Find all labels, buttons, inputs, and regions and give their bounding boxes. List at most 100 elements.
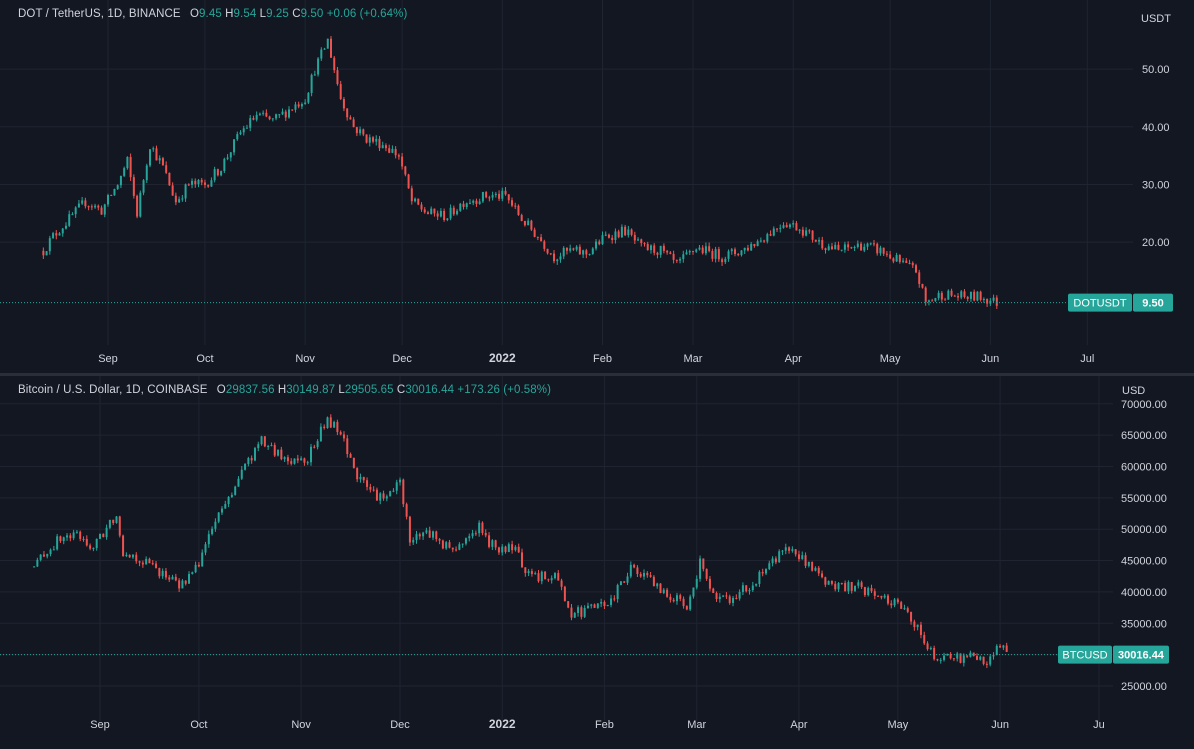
btc-candle-body	[900, 602, 903, 609]
dot-candle-body	[330, 38, 333, 58]
dot-candle-body	[375, 138, 378, 142]
btc-candle-body	[346, 438, 349, 455]
dot-candle-body	[898, 255, 901, 262]
btc-candle-body	[310, 446, 313, 463]
dot-candle-body	[924, 287, 927, 302]
dot-candle-body	[394, 149, 397, 156]
dot-candle-body	[239, 132, 242, 135]
dot-candle-body	[262, 112, 265, 114]
btc-candle-body	[511, 544, 514, 551]
btc-ticker-badge	[1058, 645, 1112, 664]
btc-candle-body	[145, 558, 148, 565]
btc-candle-body	[204, 544, 207, 553]
dot-candle-body	[132, 177, 135, 196]
btc-x-tick-label: May	[887, 719, 908, 731]
btc-candle-body	[623, 581, 626, 583]
btc-candle-body	[705, 568, 708, 579]
btc-candle-body	[151, 563, 154, 565]
btc-candle-body	[880, 595, 883, 598]
dot-candle-body	[695, 249, 698, 252]
dot-chart-pane[interactable]: Sep Oct Nov Dec 2022 Feb Mar Apr May Jun Jul 20.00 3…	[0, 0, 1194, 373]
btc-y-tick-label: 35000.00	[1121, 618, 1167, 630]
btc-candle-body	[441, 540, 444, 549]
btc-candle-body	[583, 607, 586, 617]
btc-candle-body	[919, 624, 922, 635]
btc-candle-body	[428, 530, 431, 538]
dot-candle-body	[249, 118, 252, 128]
btc-candle-body	[929, 647, 932, 650]
btc-candle-body	[105, 527, 108, 538]
dot-open-label: O	[189, 8, 200, 20]
btc-close-value: 30016.44	[405, 384, 455, 396]
btc-candle-body	[250, 458, 253, 461]
pane-separator[interactable]	[0, 373, 1194, 376]
dot-candle-body	[362, 129, 365, 135]
btc-candle-body	[936, 659, 939, 661]
dot-candle-body	[397, 155, 400, 157]
btc-candle-body	[389, 491, 392, 497]
btc-x-tick-label: 2022	[489, 717, 516, 731]
btc-candlestick-chart[interactable]: Sep Oct Nov Dec 2022 Feb Mar Apr May Jun Ju 25000.0…	[0, 376, 1194, 749]
dot-candle-body	[840, 249, 843, 251]
dot-candle-body	[517, 205, 520, 216]
dot-candle-body	[533, 229, 536, 237]
dot-candle-body	[342, 99, 345, 109]
dot-candle-body	[439, 210, 442, 217]
btc-candle-body	[333, 421, 336, 428]
btc-candle-body	[379, 493, 382, 501]
dot-candle-body	[995, 297, 998, 306]
dot-candle-body	[426, 212, 429, 215]
btc-candle-body	[372, 489, 375, 491]
btc-candle-body	[778, 551, 781, 563]
btc-candle-body	[431, 531, 434, 538]
dot-candle-body	[45, 251, 48, 256]
btc-candle-body	[168, 577, 171, 580]
dot-candle-body	[578, 246, 581, 255]
dot-candle-body	[94, 205, 97, 208]
btc-candle-body	[349, 454, 352, 458]
btc-candle-body	[962, 655, 965, 663]
dot-candle-body	[501, 190, 504, 199]
btc-y-tick-label: 60000.00	[1121, 461, 1167, 473]
dot-candle-body	[100, 207, 103, 215]
btc-candle-body	[46, 554, 49, 557]
btc-candle-body	[633, 564, 636, 568]
dot-candle-body	[779, 227, 782, 229]
dot-candle-body	[384, 145, 387, 149]
btc-candle-body	[985, 663, 988, 665]
dot-candlestick-chart[interactable]: Sep Oct Nov Dec 2022 Feb Mar Apr May Jun Jul 20.00 3…	[0, 0, 1194, 373]
dot-candle-body	[595, 241, 598, 249]
dot-candle-body	[236, 134, 239, 140]
dot-candle-body	[119, 175, 122, 186]
btc-candle-body	[791, 549, 794, 551]
dot-candle-body	[488, 197, 491, 199]
btc-candle-body	[270, 445, 273, 447]
btc-candle-body	[402, 479, 405, 505]
dot-candle-body	[717, 249, 720, 260]
btc-candle-body	[336, 421, 339, 433]
dot-candle-body	[391, 149, 394, 153]
btc-x-tick-label: Mar	[687, 719, 706, 731]
btc-chart-pane[interactable]: Sep Oct Nov Dec 2022 Feb Mar Apr May Jun Ju 25000.0…	[0, 376, 1194, 749]
btc-candle-body	[725, 595, 728, 597]
btc-candle-body	[356, 467, 359, 480]
dot-candle-body	[491, 195, 494, 198]
dot-candle-body	[203, 182, 206, 185]
dot-candle-body	[520, 215, 523, 221]
btc-candle-body	[708, 578, 711, 589]
btc-candle-body	[280, 449, 283, 460]
btc-candle-body	[837, 582, 840, 590]
btc-candle-body	[220, 508, 223, 513]
btc-candle-body	[342, 434, 345, 439]
dot-candle-body	[165, 165, 168, 173]
btc-candle-body	[784, 547, 787, 551]
dot-x-tick-label: Sep	[98, 353, 118, 365]
dot-x-tick-label: 2022	[489, 351, 516, 365]
btc-candle-body	[1002, 645, 1005, 648]
btc-candle-body	[821, 573, 824, 578]
dot-candle-body	[685, 252, 688, 255]
btc-candle-body	[161, 570, 164, 577]
dot-candle-body	[556, 259, 559, 262]
btc-candle-body	[369, 486, 372, 490]
btc-candle-body	[745, 585, 748, 592]
